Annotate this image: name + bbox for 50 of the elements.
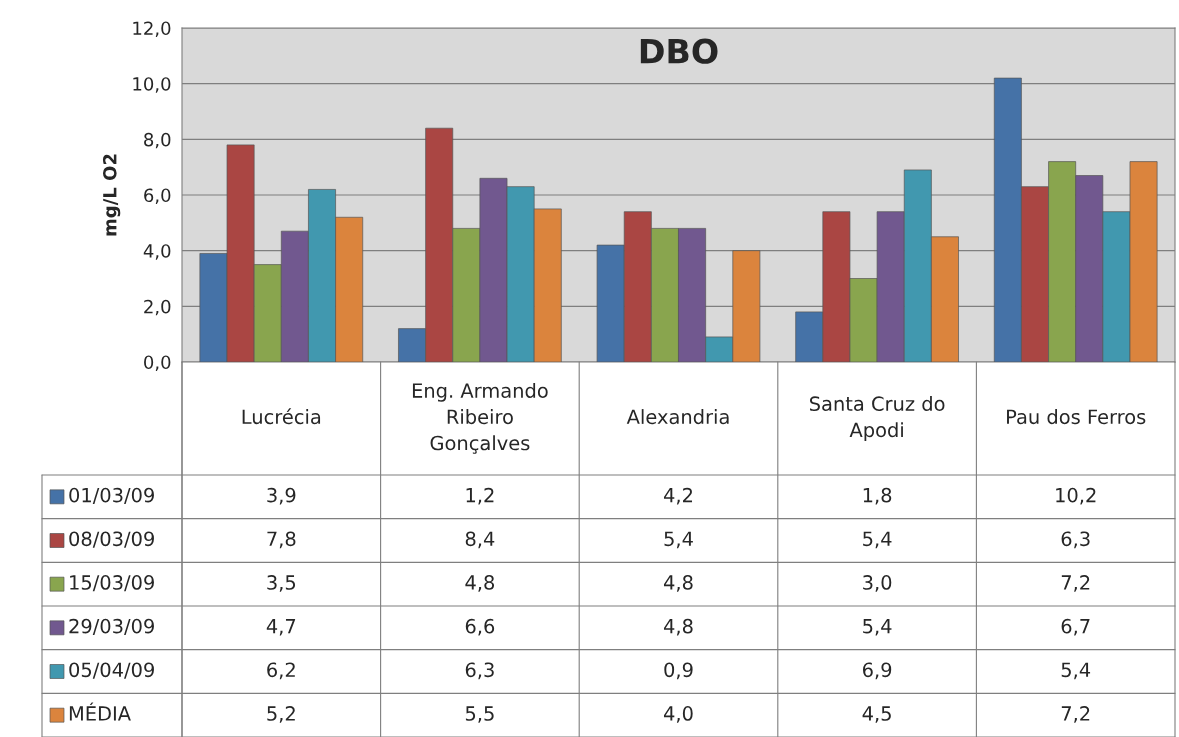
data-label: 6,7 [1061,618,1090,636]
data-label: 3,9 [267,487,296,505]
y-tick-label: 8,0 [144,132,171,149]
data-label: 6,3 [1061,531,1090,549]
data-label: 5,4 [664,531,693,549]
y-tick-label: 10,0 [133,77,171,93]
data-label: 4,5 [862,706,891,723]
chart-title: DBO [640,38,718,64]
x-tick-label: Pau dos Ferros [1007,409,1146,425]
data-label: 4,8 [663,575,693,592]
data-label: 4,8 [465,575,495,592]
legend-label: 15/03/09 [70,575,154,592]
legend-label: 05/04/09 [69,662,154,679]
data-label: 5,5 [465,706,494,723]
data-label: 4,2 [663,487,693,505]
y-tick-label: 6,0 [144,188,171,204]
y-tick-label: 4,0 [143,244,171,260]
data-label: 7,8 [267,531,296,549]
data-label: 7,2 [1061,706,1090,723]
legend-label: MÉDIA [69,702,131,721]
data-label: 6,3 [465,662,494,680]
data-label: 8,4 [465,531,495,549]
data-label: 4,0 [663,706,693,723]
data-label: 3,5 [267,575,296,592]
data-label: 4,7 [266,619,296,636]
data-label: 6,6 [465,618,495,636]
data-label: 5,4 [1061,662,1091,680]
data-label: 6,2 [267,662,295,680]
x-tick-label: Alexandria [626,409,729,425]
data-label: 0,9 [664,662,693,680]
data-label: 1,8 [863,487,892,505]
data-label: 7,2 [1061,575,1090,592]
data-label: 1,2 [466,487,494,505]
data-label: 5,4 [863,531,892,549]
legend-label: 29/03/09 [69,618,154,635]
data-label: 5,2 [267,706,295,723]
data-label: 6,9 [863,662,892,680]
x-tick-label: Eng. Armando Ribeiro Gonçalves [412,382,548,454]
data-label: 10,2 [1056,487,1096,505]
y-tick-label: 2,0 [144,299,171,316]
legend-label: 08/03/09 [69,531,154,548]
data-label: 5,4 [863,619,892,636]
y-tick-label: 0,0 [144,355,171,371]
y-axis-title: mg/L O2 [102,154,121,236]
x-tick-label: Santa Cruz do Apodi [809,395,945,442]
y-tick-label: 12,0 [133,21,171,37]
legend-label: 01/03/09 [69,487,154,504]
data-label: 4,8 [663,618,693,636]
x-tick-label: Lucrécia [242,408,321,425]
data-label: 3,0 [863,575,892,592]
